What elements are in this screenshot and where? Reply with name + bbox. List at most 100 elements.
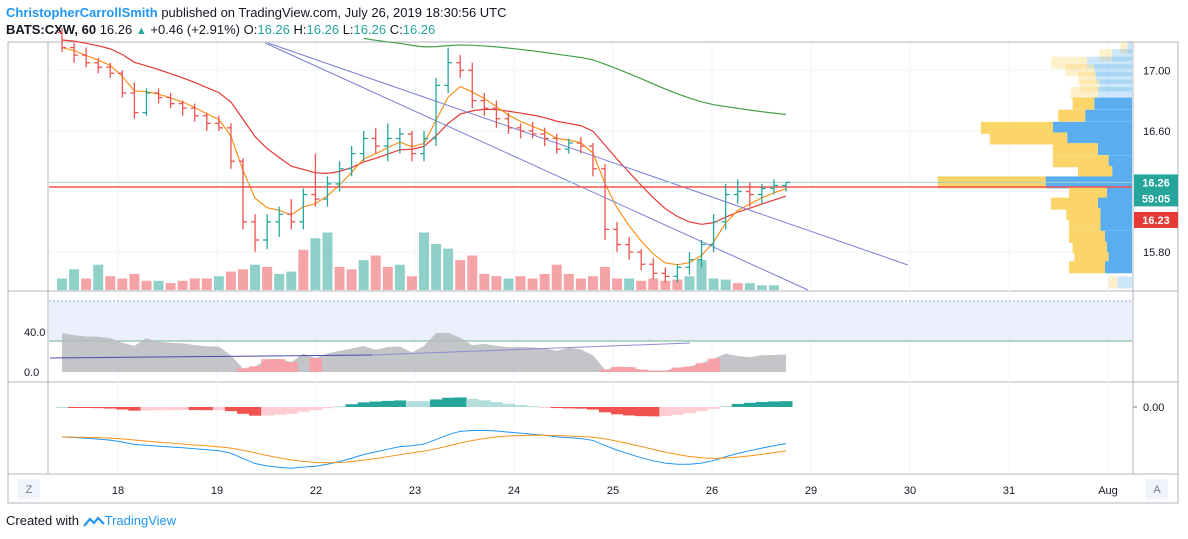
volume-bar — [551, 264, 562, 290]
volume-bar — [141, 280, 152, 290]
macd-histogram-bar — [237, 407, 250, 414]
time-tick-label: 19 — [211, 485, 223, 497]
rsi-oversold-fill — [611, 366, 624, 372]
auto-scale-button[interactable] — [1146, 479, 1168, 499]
auto-scale-label: A — [1153, 484, 1161, 496]
time-tick-label: 22 — [310, 485, 322, 497]
vp-sell-bar — [1058, 109, 1086, 122]
vp-buy-bar — [1105, 261, 1132, 274]
macd-histogram-bar — [731, 403, 745, 407]
rsi-trendline-1 — [49, 354, 373, 359]
macd-histogram-bar — [333, 406, 347, 408]
volume-bar — [238, 269, 248, 290]
volume-bar — [250, 264, 261, 290]
volume-bar — [322, 232, 333, 290]
time-tick-label: Aug — [1098, 485, 1118, 497]
volume-bar — [527, 278, 538, 290]
macd-histogram-bar — [345, 404, 359, 407]
vp-buy-bar — [1097, 87, 1132, 100]
vp-buy-bar — [1097, 143, 1132, 156]
macd-histogram-bar — [502, 403, 515, 407]
vp-buy-bar — [1127, 41, 1132, 54]
vp-sell-bar — [1065, 64, 1095, 77]
open-label: O: — [243, 22, 258, 37]
close-value: 16.26 — [402, 22, 436, 37]
low-label: L: — [342, 22, 354, 37]
rsi-oversold-fill — [647, 370, 660, 372]
vp-buy-bar — [1106, 187, 1132, 200]
macd-histogram-bar — [116, 407, 129, 410]
macd-histogram-bar — [659, 407, 672, 417]
vp-sell-bar — [1051, 197, 1098, 210]
volume-bar — [491, 276, 502, 290]
vp-buy-bar — [1100, 208, 1132, 221]
rsi-oversold-fill — [635, 369, 648, 372]
vp-sell-bar — [1099, 49, 1113, 62]
macd-histogram-bar — [550, 407, 564, 409]
vp-buy-bar — [1052, 121, 1132, 134]
macd-histogram-bar — [188, 407, 202, 411]
vp-sell-bar — [1066, 208, 1101, 221]
macd-histogram-bar — [261, 407, 274, 416]
volume-bar — [262, 267, 273, 290]
volume-bar — [744, 283, 755, 290]
low-value: 16.26 — [353, 22, 387, 37]
price-candles — [58, 27, 790, 283]
chart-header: ChristopherCarrollSmith published on Tra… — [6, 4, 1176, 40]
macd-histogram-bar — [635, 407, 648, 417]
macd-tick-label: 0.00 — [1143, 402, 1164, 414]
volume-bar — [431, 244, 442, 290]
last-price: 16.26 — [99, 22, 133, 37]
rsi-oversold-fill — [599, 369, 612, 372]
high-label: H: — [293, 22, 307, 37]
macd-histogram-bar — [92, 407, 105, 409]
macd-histogram-bar — [490, 402, 503, 407]
vp-buy-bar — [1096, 71, 1132, 84]
macd-pane — [56, 397, 793, 469]
high-value: 16.26 — [306, 22, 340, 37]
macd-histogram-bar — [430, 399, 443, 407]
vp-sell-bar — [1069, 187, 1107, 200]
rsi-pane — [49, 300, 1132, 372]
macd-histogram-bar — [538, 407, 552, 408]
time-tick-label: 24 — [508, 485, 520, 497]
ohlc-line: BATS:CXW, 60 16.26 ▲ +0.46 (+2.91%) O:16… — [6, 21, 1176, 40]
publish-info: published on TradingView.com, July 26, 2… — [161, 5, 507, 20]
macd-histogram-bar — [297, 407, 310, 412]
rsi-tick-label: 40.0 — [24, 327, 45, 339]
price-tick-label: 17.00 — [1143, 65, 1171, 77]
author-link[interactable]: ChristopherCarrollSmith — [6, 5, 158, 20]
vp-sell-bar — [1069, 261, 1105, 274]
vp-buy-bar — [1105, 230, 1132, 243]
macd-histogram-bar — [164, 407, 178, 411]
volume-bar — [394, 264, 405, 290]
macd-histogram-bar — [104, 407, 117, 409]
bar-countdown-text: 59:05 — [1142, 193, 1170, 205]
macd-histogram-bar — [405, 401, 419, 407]
zoom-button[interactable] — [18, 479, 40, 499]
volume-bar — [575, 278, 586, 290]
rsi-oversold-fill — [707, 358, 721, 372]
volume-bar — [515, 276, 526, 290]
time-tick-label: 31 — [1003, 485, 1015, 497]
vp-sell-bar — [1072, 241, 1107, 254]
volume-bar — [539, 273, 550, 290]
volume-bar — [768, 285, 779, 290]
vp-sell-bar — [1069, 218, 1101, 231]
macd-histogram-bar — [80, 407, 93, 408]
time-tick-label: 18 — [112, 485, 124, 497]
volume-bar — [419, 232, 429, 290]
volume-bar — [672, 279, 683, 290]
volume-bars — [57, 232, 779, 290]
tradingview-brand[interactable]: TradingView — [104, 513, 177, 528]
rsi-oversold-fill — [285, 362, 298, 372]
vp-sell-bar — [1078, 71, 1096, 84]
rsi-trendline-2 — [371, 342, 691, 356]
last-price-badge-text: 16.26 — [1142, 177, 1170, 189]
macd-histogram-bar — [309, 407, 322, 411]
volume-bar — [467, 255, 478, 290]
volume-bar — [129, 273, 140, 290]
chart-canvas[interactable]: 17.0016.6016.2015.8018192223242526293031… — [0, 0, 1188, 510]
ema-slow-line — [363, 37, 787, 116]
vp-sell-bar — [1070, 87, 1098, 100]
